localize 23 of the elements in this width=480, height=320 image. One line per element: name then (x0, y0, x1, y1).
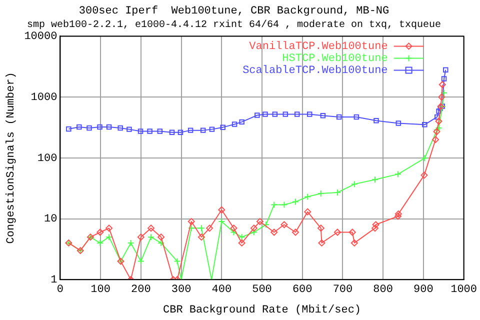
x-tick-label: 800 (373, 284, 393, 296)
legend-label: VanillaTCP.Web100tune (249, 41, 388, 54)
x-axis-title: CBR Background Rate (Mbit/sec) (162, 304, 362, 316)
chart-subtitle: smp web100-2.2.1, e1000-4.4.12 rxint 64/64 , moderate on txq, txqueue (26, 18, 442, 31)
x-tick-label: 300 (171, 284, 192, 296)
y-tick-label: 100 (37, 152, 58, 165)
x-tick-label: 400 (212, 284, 232, 296)
x-tick-label: 500 (252, 284, 272, 296)
y-tick-label: 1000 (30, 92, 58, 104)
x-tick-label: 1000 (450, 284, 477, 296)
chart-title: 300sec Iperf Web100tune, CBR Background, MB-NG (78, 6, 390, 18)
x-tick-label: 900 (414, 284, 434, 296)
x-tick-label: 100 (90, 284, 110, 296)
x-tick-label: 0 (56, 284, 64, 296)
legend-label: ScalableTCP.Web100tune (242, 65, 388, 78)
y-axis-title: CongestionSignals (Number) (6, 72, 18, 244)
x-tick-label: 600 (292, 284, 312, 296)
y-tick-label: 10000 (24, 31, 58, 44)
legend-label: HSTCP.Web100tune (282, 53, 388, 66)
y-tick-label: 1 (50, 274, 58, 287)
y-tick-label: 10 (44, 214, 58, 226)
x-tick-label: 700 (332, 284, 353, 296)
x-tick-label: 200 (131, 284, 151, 296)
